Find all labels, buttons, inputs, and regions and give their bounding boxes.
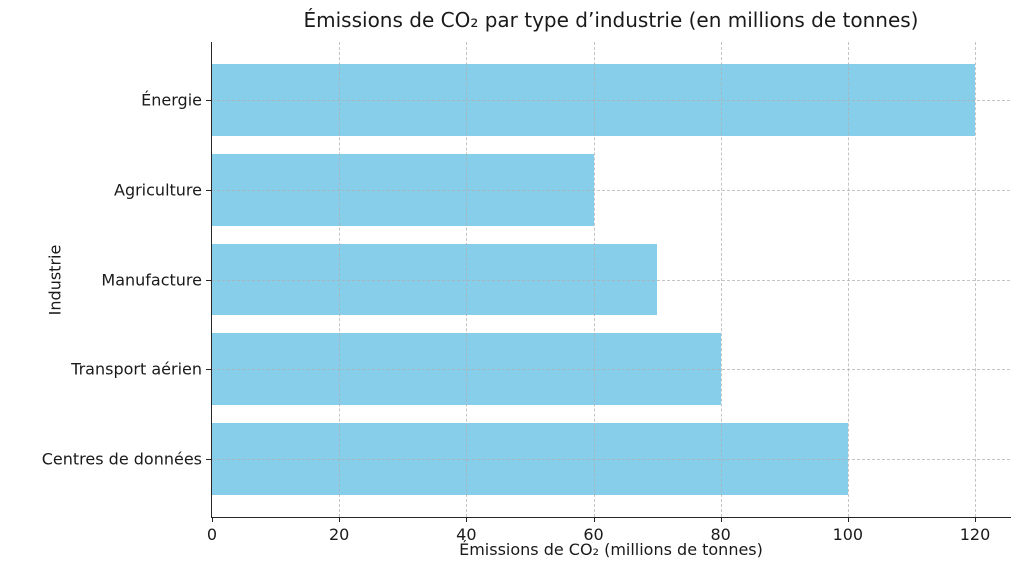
y-tick-mark — [206, 369, 212, 371]
x-tick-mark — [466, 517, 468, 522]
x-tick-mark — [339, 517, 341, 522]
x-tick-label: 80 — [710, 525, 731, 544]
x-tick-mark — [593, 517, 595, 522]
y-tick-mark — [206, 99, 212, 101]
x-axis-spine — [211, 517, 1011, 518]
x-axis-label: Émissions de CO₂ (millions de tonnes) — [459, 540, 763, 559]
x-tick-label: 40 — [456, 525, 477, 544]
y-tick-mark — [206, 189, 212, 191]
gridline-horizontal — [212, 99, 1010, 101]
bar — [212, 243, 658, 316]
gridline-horizontal — [212, 189, 1010, 191]
x-tick-label: 100 — [832, 525, 864, 544]
y-tick-label: Agriculture — [114, 180, 202, 200]
plot-area: 0 20 40 60 80 100 120 Énergie Agriculture Manufac… — [42, 42, 1011, 544]
x-tick-label: 120 — [959, 525, 991, 544]
y-tick-label: Énergie — [141, 90, 202, 110]
chart-title: Émissions de CO₂ par type d’industrie (e… — [303, 8, 919, 32]
y-axis-label: Industrie — [45, 244, 65, 316]
x-tick-label: 60 — [583, 525, 604, 544]
x-tick-mark — [847, 517, 849, 522]
x-tick-label: 20 — [328, 525, 350, 544]
x-tick-mark — [975, 517, 977, 522]
y-tick-label: Transport aérien — [71, 359, 202, 379]
x-tick-mark — [720, 517, 722, 522]
y-tick-label: Manufacture — [101, 270, 202, 289]
gridline-horizontal — [212, 369, 1010, 371]
y-tick-mark — [206, 459, 212, 461]
y-tick-mark — [206, 279, 212, 281]
gridline-horizontal — [212, 279, 1010, 281]
y-tick-label: Centres de données — [41, 449, 202, 469]
x-tick-label: 0 — [206, 525, 218, 544]
gridline-horizontal — [212, 459, 1010, 461]
x-tick-mark — [212, 517, 213, 522]
